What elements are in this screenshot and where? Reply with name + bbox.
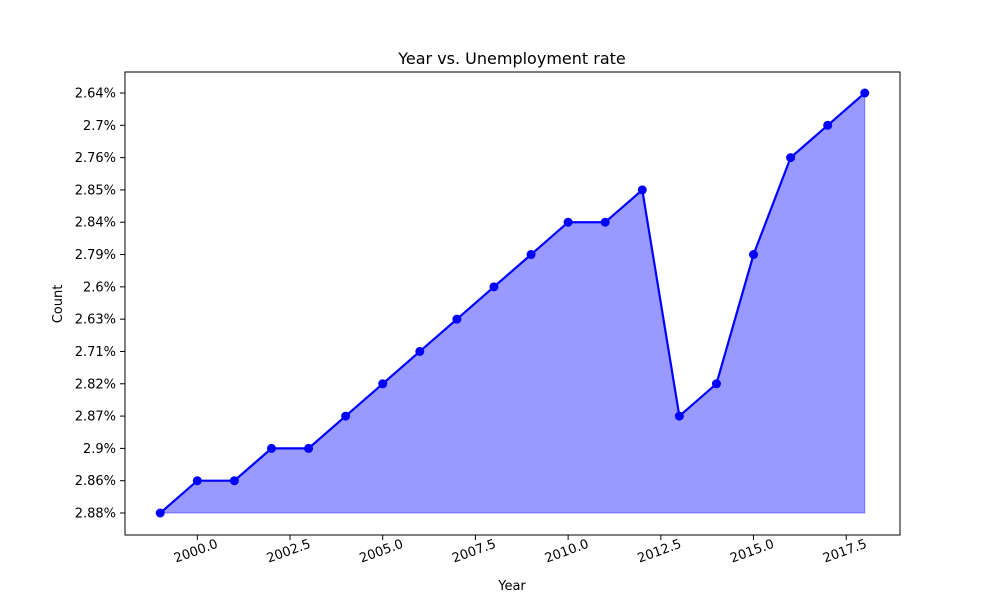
series-line: [159, 92, 866, 514]
y-tick-label: 2.88%: [75, 507, 116, 522]
data-point: [526, 250, 536, 260]
y-tick-label: 2.71%: [75, 345, 116, 360]
data-point: [341, 411, 351, 421]
y-tick-label: 2.82%: [75, 377, 116, 392]
y-tick-label: 2.85%: [75, 183, 116, 198]
y-tick-label: 2.9%: [83, 442, 116, 457]
data-point: [600, 217, 610, 227]
y-tick-label: 2.64%: [75, 87, 116, 102]
y-tick-label: 2.84%: [75, 216, 116, 231]
y-tick-label: 2.7%: [83, 119, 116, 134]
data-point: [415, 346, 425, 356]
y-tick-label: 2.87%: [75, 410, 116, 425]
data-point: [637, 185, 647, 195]
y-tick-label: 2.76%: [75, 151, 116, 166]
y-axis-label: Count: [51, 285, 66, 324]
plot-frame: [124, 71, 901, 536]
data-point: [266, 443, 276, 453]
data-point: [563, 217, 573, 227]
y-axis-ticks: 2.88% 2.86% 2.9% 2.87% 2.82% 2.71% 2.63% 2.6% 2.…: [75, 87, 125, 522]
data-point: [711, 379, 721, 389]
data-point: [860, 88, 870, 98]
y-tick-label: 2.86%: [75, 474, 116, 489]
chart-title: Year vs. Unemployment rate: [397, 49, 626, 68]
data-point: [749, 250, 759, 260]
data-point: [786, 153, 796, 163]
y-tick-label: 2.6%: [83, 280, 116, 295]
data-point: [155, 508, 165, 518]
data-point: [489, 282, 499, 292]
y-tick-label: 2.79%: [75, 248, 116, 263]
data-point: [452, 314, 462, 324]
y-tick-label: 2.63%: [75, 313, 116, 328]
data-point: [304, 443, 314, 453]
points-layer: [155, 88, 870, 518]
line-layer: [159, 92, 866, 514]
data-point: [378, 379, 388, 389]
data-point: [229, 476, 239, 486]
data-point: [823, 120, 833, 130]
data-point: [674, 411, 684, 421]
data-point: [192, 476, 202, 486]
x-axis-label: Year: [497, 579, 526, 594]
